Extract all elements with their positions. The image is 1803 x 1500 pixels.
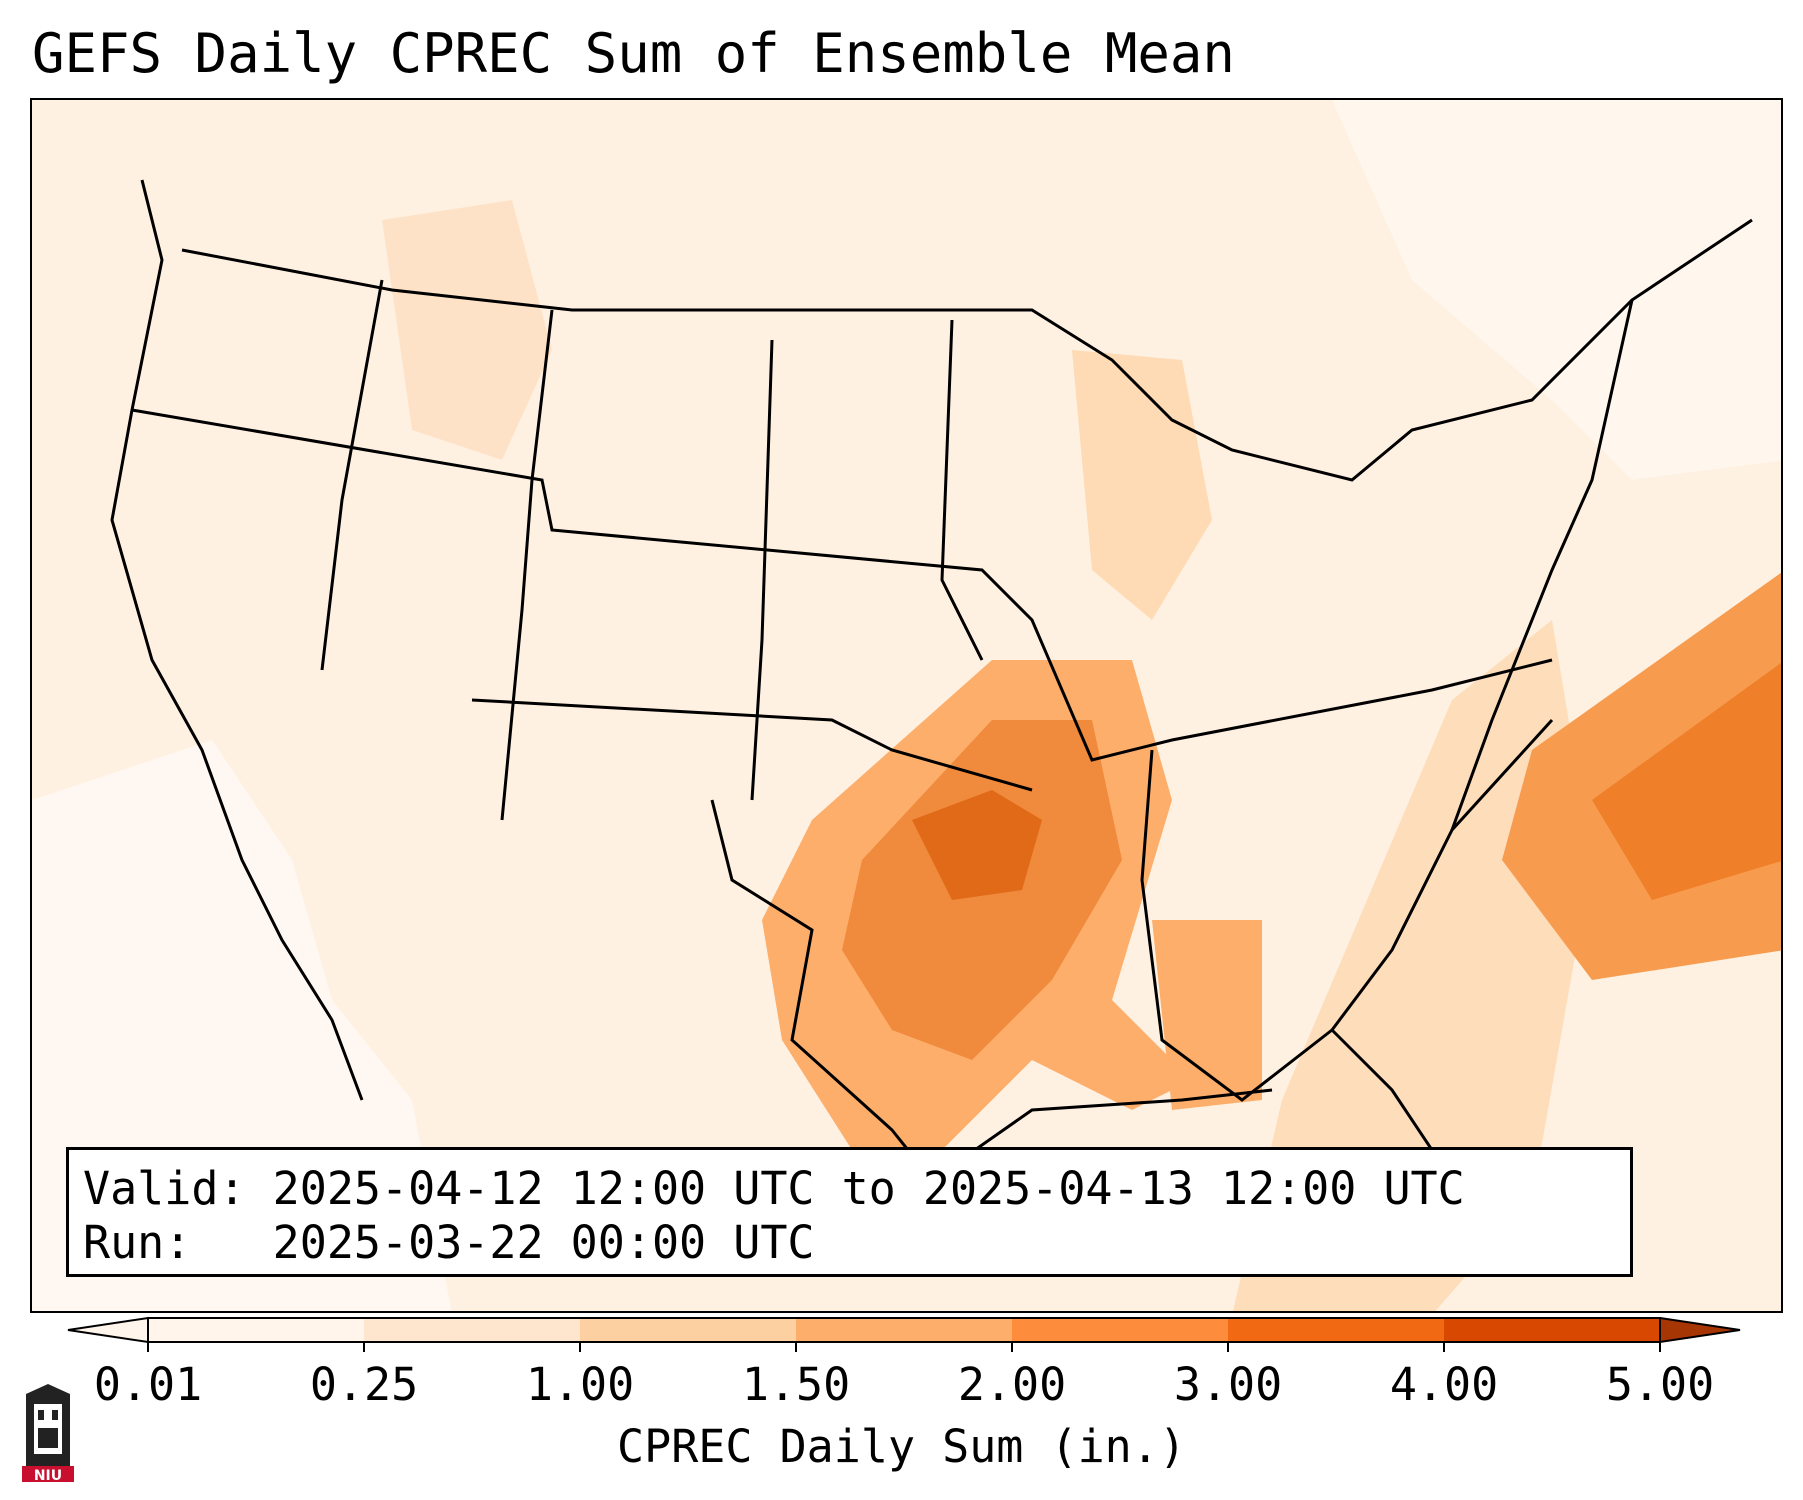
colorbar-tick-label: 0.25 — [309, 1358, 419, 1411]
moderate-precip-atlantic — [1232, 620, 1592, 1311]
colorbar-tick-label: 4.00 — [1389, 1358, 1499, 1411]
valid-time-line: Valid: 2025-04-12 12:00 UTC to 2025-04-1… — [83, 1162, 1616, 1216]
moderate-precip-wisconsin-illinois — [1072, 350, 1212, 620]
colorbar-tick-label: 2.00 — [957, 1358, 1067, 1411]
max-precip-core — [912, 790, 1042, 900]
logo-text: NIU — [33, 1468, 63, 1484]
colorbar-segment — [1012, 1318, 1229, 1342]
colorbar-extend-high — [1659, 1316, 1741, 1344]
colorbar-segment — [1444, 1318, 1661, 1342]
colorbar-tick-label: 5.00 — [1605, 1358, 1715, 1411]
map-title: GEFS Daily CPREC Sum of Ensemble Mean — [32, 22, 1235, 85]
colorbar-label: CPREC Daily Sum (in.) — [617, 1420, 1186, 1473]
colorbar-tick-label: 3.00 — [1173, 1358, 1283, 1411]
valid-label: Valid: — [83, 1162, 246, 1215]
colorbar-extend-low — [67, 1316, 149, 1344]
heavy-precip-mississippi — [1152, 920, 1262, 1110]
colorbar-tick-label: 1.00 — [525, 1358, 635, 1411]
run-value: 2025-03-22 00:00 UTC — [272, 1216, 815, 1269]
valid-run-info-box: Valid: 2025-04-12 12:00 UTC to 2025-04-1… — [66, 1147, 1633, 1277]
max-precip-offshore — [1592, 662, 1781, 900]
run-time-line: Run: 2025-03-22 00:00 UTC — [83, 1216, 1616, 1270]
moderate-precip-idaho — [382, 200, 552, 460]
low-precip-region-northeast — [1332, 100, 1781, 480]
colorbar-segment — [148, 1318, 365, 1342]
precipitation-map — [30, 98, 1783, 1313]
colorbar-segment — [580, 1318, 797, 1342]
colorbar-segment — [364, 1318, 581, 1342]
colorbar-tick-label: 0.01 — [93, 1358, 203, 1411]
colorbar-segment — [1228, 1318, 1445, 1342]
colorbar-tick-label: 1.50 — [741, 1358, 851, 1411]
map-canvas — [32, 100, 1781, 1311]
colorbar — [67, 1316, 1741, 1352]
niu-logo: NIU — [18, 1382, 78, 1484]
colorbar-outline — [147, 1317, 1661, 1343]
valid-value: 2025-04-12 12:00 UTC to 2025-04-13 12:00… — [272, 1162, 1465, 1215]
colorbar-segment — [796, 1318, 1013, 1342]
run-label: Run: — [83, 1216, 192, 1269]
